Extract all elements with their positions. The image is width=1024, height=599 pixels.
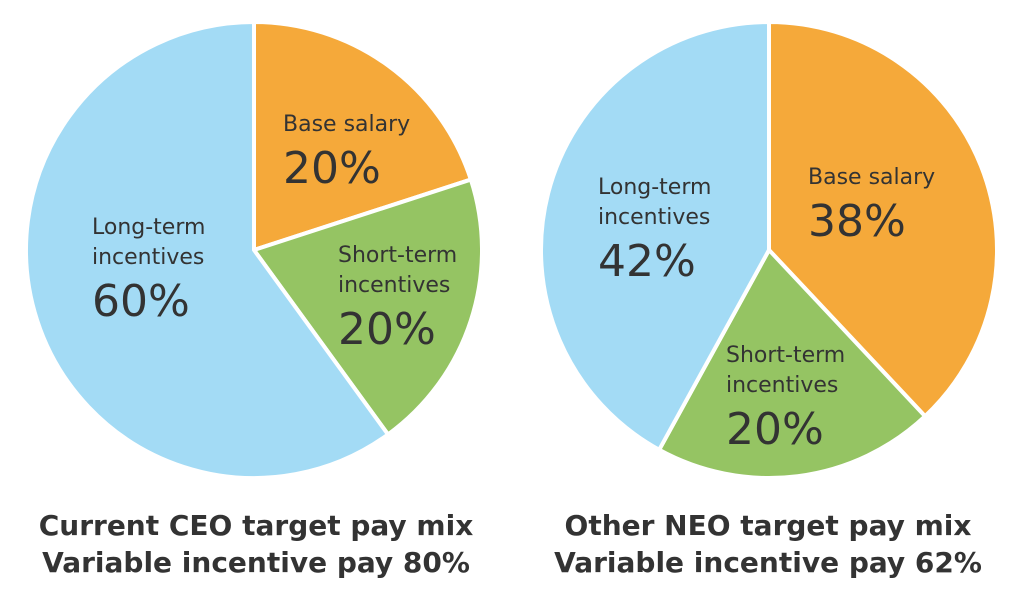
neo-label-short: Short-term incentives 20% [726, 343, 845, 455]
neo-value-base: 38% [808, 196, 906, 247]
neo-value-short: 20% [726, 404, 824, 455]
neo-slice-short [657, 248, 928, 480]
ceo-label-base: Base salary 20% [283, 112, 410, 194]
ceo-value-short: 20% [338, 304, 436, 355]
ceo-label-long-line-1: incentives [92, 245, 204, 270]
neo-slice-base [767, 20, 999, 419]
neo-slice-long [539, 20, 771, 452]
neo-label-long-line-1: incentives [598, 205, 710, 230]
neo-chart-title: Other NEO target pay mix [564, 509, 972, 542]
ceo-pay-mix-chart: Base salary 20% Short-term incentives 20% Lon… [24, 20, 484, 579]
neo-pie: Base salary 38% Short-term incentives 20% Lon… [539, 20, 999, 480]
neo-label-long: Long-term incentives 42% [598, 175, 711, 287]
ceo-value-long: 60% [92, 276, 190, 327]
ceo-value-base: 20% [283, 143, 381, 194]
ceo-label-long: Long-term incentives 60% [92, 215, 205, 327]
neo-pay-mix-chart: Base salary 38% Short-term incentives 20% Lon… [512, 0, 1024, 599]
neo-label-base-line-0: Base salary [808, 165, 935, 190]
ceo-label-short-line-1: incentives [338, 273, 450, 298]
neo-label-short-line-1: incentives [726, 373, 838, 398]
ceo-label-long-line-0: Long-term [92, 215, 205, 240]
ceo-pie: Base salary 20% Short-term incentives 20% Lon… [24, 20, 484, 480]
neo-label-short-line-0: Short-term [726, 343, 845, 368]
ceo-chart-subtitle: Variable incentive pay 80% [42, 546, 470, 579]
ceo-slice-long [24, 20, 391, 480]
neo-value-long: 42% [598, 236, 696, 287]
ceo-slice-base [252, 20, 473, 252]
ceo-label-short-line-0: Short-term [338, 243, 457, 268]
neo-chart-subtitle: Variable incentive pay 62% [554, 546, 982, 579]
neo-label-long-line-0: Long-term [598, 175, 711, 200]
neo-label-base: Base salary 38% [808, 165, 935, 247]
ceo-chart-title: Current CEO target pay mix [38, 509, 474, 542]
ceo-label-short: Short-term incentives 20% [338, 243, 457, 355]
ceo-slice-short [252, 177, 484, 437]
ceo-label-base-line-0: Base salary [283, 112, 410, 137]
